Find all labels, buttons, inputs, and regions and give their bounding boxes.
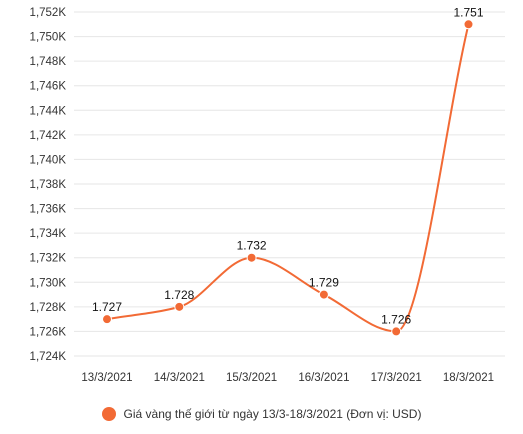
series-line — [106, 24, 470, 333]
data-point[interactable] — [391, 326, 402, 337]
x-axis: 13/3/2021 14/3/2021 15/3/2021 16/3/2021 17/3… — [81, 372, 494, 384]
x-tick-label: 14/3/2021 — [154, 372, 205, 384]
y-tick-label: 1,724K — [30, 351, 67, 363]
y-tick-label: 1,744K — [30, 105, 67, 117]
y-axis: 1,724K 1,726K 1,728K 1,730K 1,732K 1,734K 1,73… — [30, 7, 67, 363]
legend[interactable]: Giá vàng thế giới từ ngày 13/3-18/3/2021… — [0, 404, 523, 424]
y-tick-label: 1,728K — [30, 302, 67, 314]
data-label: 1.726 — [381, 312, 411, 326]
x-tick-label: 15/3/2021 — [226, 372, 277, 384]
y-tick-label: 1,748K — [30, 56, 67, 68]
data-point[interactable] — [102, 314, 112, 325]
y-tick-label: 1,738K — [30, 179, 67, 191]
y-tick-label: 1,740K — [30, 154, 67, 166]
data-point[interactable] — [318, 289, 329, 300]
data-label: 1.732 — [237, 239, 267, 253]
x-tick-label: 13/3/2021 — [81, 372, 132, 384]
data-label: 1.751 — [453, 5, 483, 19]
y-tick-label: 1,736K — [30, 204, 67, 216]
y-tick-label: 1,734K — [30, 228, 67, 240]
x-tick-label: 16/3/2021 — [298, 372, 349, 384]
y-tick-label: 1,726K — [30, 326, 67, 338]
data-point[interactable] — [463, 19, 474, 30]
data-label: 1.729 — [309, 276, 339, 290]
y-tick-label: 1,752K — [30, 7, 67, 19]
y-tick-label: 1,732K — [30, 253, 67, 265]
legend-label: Giá vàng thế giới từ ngày 13/3-18/3/2021… — [123, 407, 422, 421]
data-point[interactable] — [174, 301, 185, 312]
y-tick-label: 1,750K — [30, 32, 67, 44]
y-tick-label: 1,742K — [30, 130, 67, 142]
series-group — [102, 19, 474, 337]
x-tick-label: 17/3/2021 — [371, 372, 422, 384]
grid — [74, 11, 505, 357]
x-tick-label: 18/3/2021 — [443, 372, 494, 384]
legend-marker-icon — [101, 407, 116, 421]
y-tick-label: 1,746K — [30, 81, 67, 93]
data-point[interactable] — [246, 252, 257, 263]
data-label: 1.727 — [92, 300, 122, 314]
data-labels-group: 1.727 1.728 1.732 1.729 1.726 1.751 — [92, 5, 484, 326]
y-tick-label: 1,730K — [30, 277, 67, 289]
data-label: 1.728 — [164, 288, 194, 302]
